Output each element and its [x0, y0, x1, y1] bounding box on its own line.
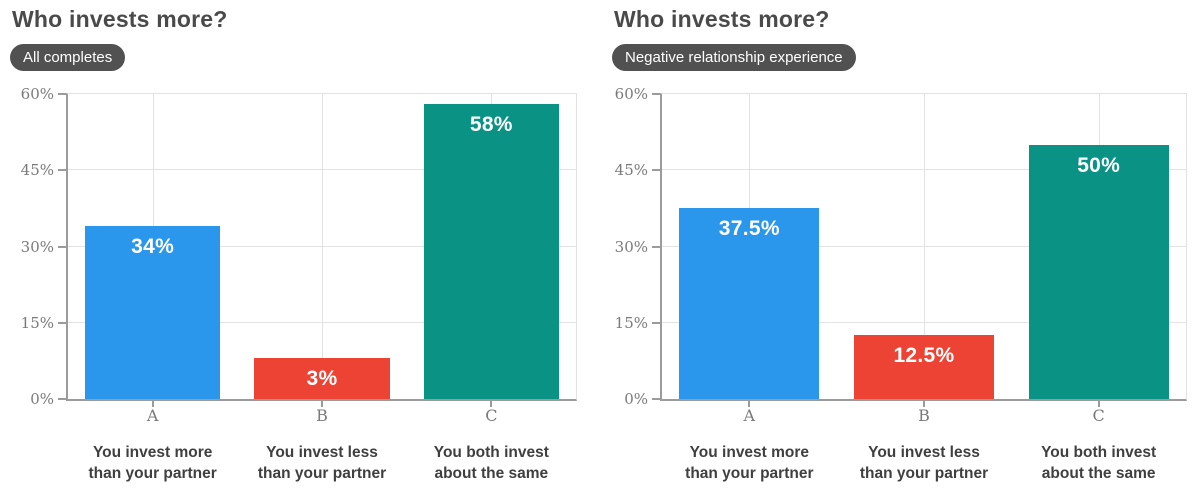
chart-badge: All completes — [10, 44, 126, 71]
bar-b: 3% — [254, 358, 390, 399]
y-tick-label: 15% — [614, 313, 648, 332]
bar-value-label: 58% — [469, 113, 513, 137]
bar-value-label: 50% — [1077, 153, 1121, 177]
y-axis-tick — [58, 169, 66, 172]
y-tick-label: 15% — [20, 313, 54, 332]
category-caption: You invest less than your partner — [257, 444, 387, 482]
chart-title: Who invests more? — [12, 6, 228, 32]
x-axis-tick — [923, 399, 925, 407]
bar-value-label: 12.5% — [893, 344, 955, 368]
v-gridline — [924, 94, 925, 399]
x-tick-label: A — [743, 406, 756, 425]
y-axis-tick — [652, 321, 660, 324]
x-axis-tick — [748, 399, 751, 407]
x-tick-label: A — [146, 406, 159, 425]
x-axis-tick — [321, 399, 323, 407]
bar-a: 34% — [84, 226, 221, 399]
category-caption: You both invest about the same — [1041, 444, 1157, 482]
y-tick-label: 45% — [20, 161, 54, 180]
bar-value-label: 37.5% — [718, 217, 780, 241]
y-tick-label: 0% — [30, 390, 54, 408]
x-axis-tick — [1097, 399, 1100, 407]
plot-area: 0% 15% 30% 45% 60% 34% A You invest more than y… — [21, 85, 577, 482]
bar-value-label: 34% — [131, 235, 175, 259]
chart-panel-negative-experience: Who invests more? Negative relationship … — [602, 0, 1200, 498]
y-axis-tick — [652, 93, 660, 95]
y-tick-label: 0% — [624, 390, 648, 408]
x-tick-label: C — [485, 406, 498, 425]
v-gridline — [322, 94, 323, 399]
y-tick-label: 30% — [20, 237, 54, 256]
x-tick-label: C — [1092, 406, 1105, 425]
y-axis-tick — [58, 245, 66, 248]
y-axis-tick — [652, 245, 660, 248]
plot-area: 0% 15% 30% 45% 60% 37.5% A You invest more than… — [615, 85, 1187, 482]
chart-badge: Negative relationship experience — [612, 44, 856, 71]
y-tick-label: 60% — [614, 85, 648, 103]
y-tick-label: 45% — [614, 161, 648, 180]
y-tick-label: 30% — [614, 237, 648, 256]
x-tick-label: B — [316, 406, 328, 425]
y-tick-label: 60% — [20, 85, 54, 103]
bar-value-label: 3% — [306, 367, 338, 391]
x-tick-label: B — [918, 406, 930, 425]
chart-panel-all-completes: Who invests more? All completes 0% 15% 30%… — [0, 0, 598, 498]
y-axis-tick — [58, 93, 66, 95]
bar-b: 12.5% — [854, 335, 994, 399]
y-axis-tick — [58, 321, 66, 324]
y-axis-tick — [652, 398, 660, 400]
y-axis-tick — [58, 398, 66, 400]
category-caption: You both invest about the same — [433, 444, 549, 482]
bar-a: 37.5% — [679, 208, 820, 399]
y-axis-tick — [652, 169, 660, 172]
chart-title: Who invests more? — [614, 6, 830, 32]
bar-c: 50% — [1028, 144, 1169, 399]
bar-c: 58% — [423, 104, 560, 399]
category-caption: You invest less than your partner — [859, 444, 989, 482]
category-caption: You invest more than your partner — [88, 444, 217, 482]
x-axis-tick — [151, 399, 154, 407]
x-axis-tick — [490, 399, 493, 407]
category-caption: You invest more than your partner — [685, 444, 814, 482]
